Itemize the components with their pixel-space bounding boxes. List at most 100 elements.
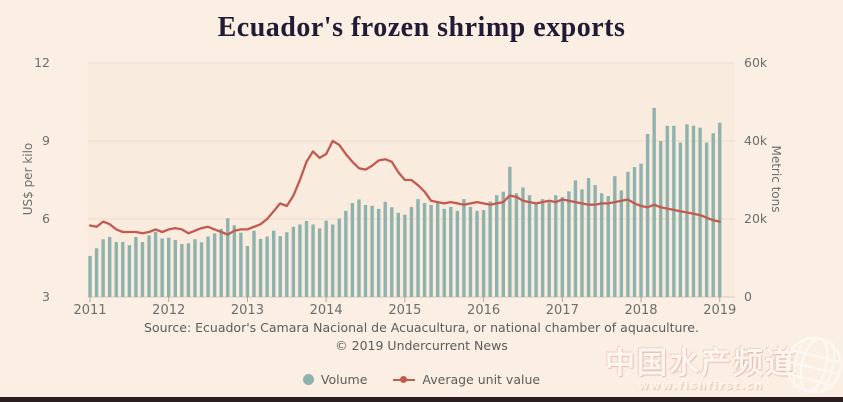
volume-bar <box>429 204 433 297</box>
volume-bar <box>226 218 230 297</box>
volume-bar <box>304 220 309 297</box>
volume-bar <box>206 236 210 297</box>
volume-bar <box>573 180 578 297</box>
right-axis-tick-label: 40k <box>744 133 768 148</box>
volume-bar <box>219 228 223 297</box>
volume-bar <box>363 204 368 297</box>
volume-bar <box>232 225 237 297</box>
volume-bar <box>514 193 519 297</box>
volume-bar <box>101 239 105 297</box>
volume-bar <box>586 178 591 297</box>
volume-bar <box>337 218 341 297</box>
left-axis-tick-label: 6 <box>42 211 50 226</box>
unit-value-legend-label: Average unit value <box>422 372 541 387</box>
bottom-border-strip <box>0 397 843 402</box>
volume-bar <box>344 210 348 297</box>
x-axis-tick-label: 2012 <box>152 303 186 318</box>
x-axis-tick-label: 2011 <box>73 303 107 318</box>
volume-bar <box>718 122 722 297</box>
volume-bar <box>291 226 296 297</box>
volume-bar <box>376 208 381 297</box>
x-axis-tick-label: 2015 <box>388 303 422 318</box>
volume-bar <box>252 230 256 297</box>
legend-item-unit-value[interactable]: Average unit value <box>393 372 540 387</box>
volume-bar <box>540 199 545 297</box>
volume-bar <box>442 208 446 297</box>
volume-bar <box>311 224 315 297</box>
volume-bar <box>199 242 204 297</box>
volume-bar <box>134 236 138 297</box>
volume-bar <box>140 242 145 297</box>
volume-bar <box>632 167 637 297</box>
volume-bar <box>186 243 191 297</box>
volume-bar <box>481 210 486 297</box>
volume-bar <box>114 242 118 297</box>
volume-bar <box>599 193 604 297</box>
volume-bar <box>435 203 440 297</box>
x-axis-tick-label: 2013 <box>230 303 264 318</box>
volume-bar <box>665 125 669 297</box>
volume-bar <box>212 233 217 297</box>
volume-bar <box>331 224 335 297</box>
volume-bar <box>593 185 597 297</box>
x-axis-tick-label: 2016 <box>467 303 501 318</box>
volume-bar <box>265 236 269 297</box>
volume-bar <box>193 239 197 297</box>
volume-bar <box>127 245 132 297</box>
volume-bar <box>554 195 558 297</box>
volume-bar <box>409 206 414 297</box>
left-axis-tick-label: 12 <box>34 55 50 70</box>
volume-bar <box>652 107 656 297</box>
volume-bar <box>508 166 512 297</box>
volume-bar <box>613 176 617 297</box>
volume-bar <box>258 238 263 297</box>
volume-bar <box>659 141 663 297</box>
left-axis-tick-label: 3 <box>42 289 50 304</box>
x-axis-tick-label: 2019 <box>703 303 737 318</box>
volume-legend-label: Volume <box>320 372 368 387</box>
volume-bar <box>285 232 289 297</box>
volume-bar <box>475 210 479 297</box>
x-axis-tick-label: 2014 <box>309 303 343 318</box>
volume-bar <box>704 142 709 297</box>
volume-bar <box>160 238 164 297</box>
volume-bar <box>501 191 505 297</box>
source-line-2: © 2019 Undercurrent News <box>335 338 508 353</box>
volume-bar <box>350 203 355 297</box>
right-axis-tick-label: 60k <box>744 55 768 70</box>
volume-bar <box>422 203 427 297</box>
chart-legend: Volume Average unit value <box>0 372 843 387</box>
source-line-1: Source: Ecuador's Camara Nacional de Acu… <box>144 320 699 335</box>
volume-bar <box>449 206 453 297</box>
volume-bar <box>639 163 643 297</box>
volume-bar <box>317 228 322 297</box>
volume-bar <box>239 232 243 297</box>
volume-bar <box>468 206 473 297</box>
right-axis-title: Metric tons <box>769 145 783 213</box>
volume-bar <box>298 224 302 297</box>
right-axis-tick-label: 0 <box>744 289 752 304</box>
volume-bar <box>416 199 420 297</box>
volume-bar <box>462 199 466 297</box>
volume-bar <box>495 195 499 297</box>
volume-bar <box>357 199 361 297</box>
volume-bar <box>488 201 492 297</box>
volume-bar <box>147 235 151 297</box>
volume-bar <box>88 256 92 297</box>
volume-bar <box>180 243 184 297</box>
volume-bar <box>521 187 525 297</box>
volume-bar <box>678 142 683 297</box>
unit-value-legend-swatch <box>393 374 416 385</box>
volume-bar <box>527 195 532 297</box>
volume-bar <box>271 230 276 297</box>
volume-bar <box>403 214 407 297</box>
volume-bar <box>121 242 125 297</box>
legend-item-volume[interactable]: Volume <box>302 372 368 387</box>
volume-bar <box>626 171 630 297</box>
volume-bar <box>691 125 696 297</box>
volume-bar <box>560 197 565 297</box>
volume-bar <box>278 236 282 297</box>
volume-bar <box>245 245 250 297</box>
